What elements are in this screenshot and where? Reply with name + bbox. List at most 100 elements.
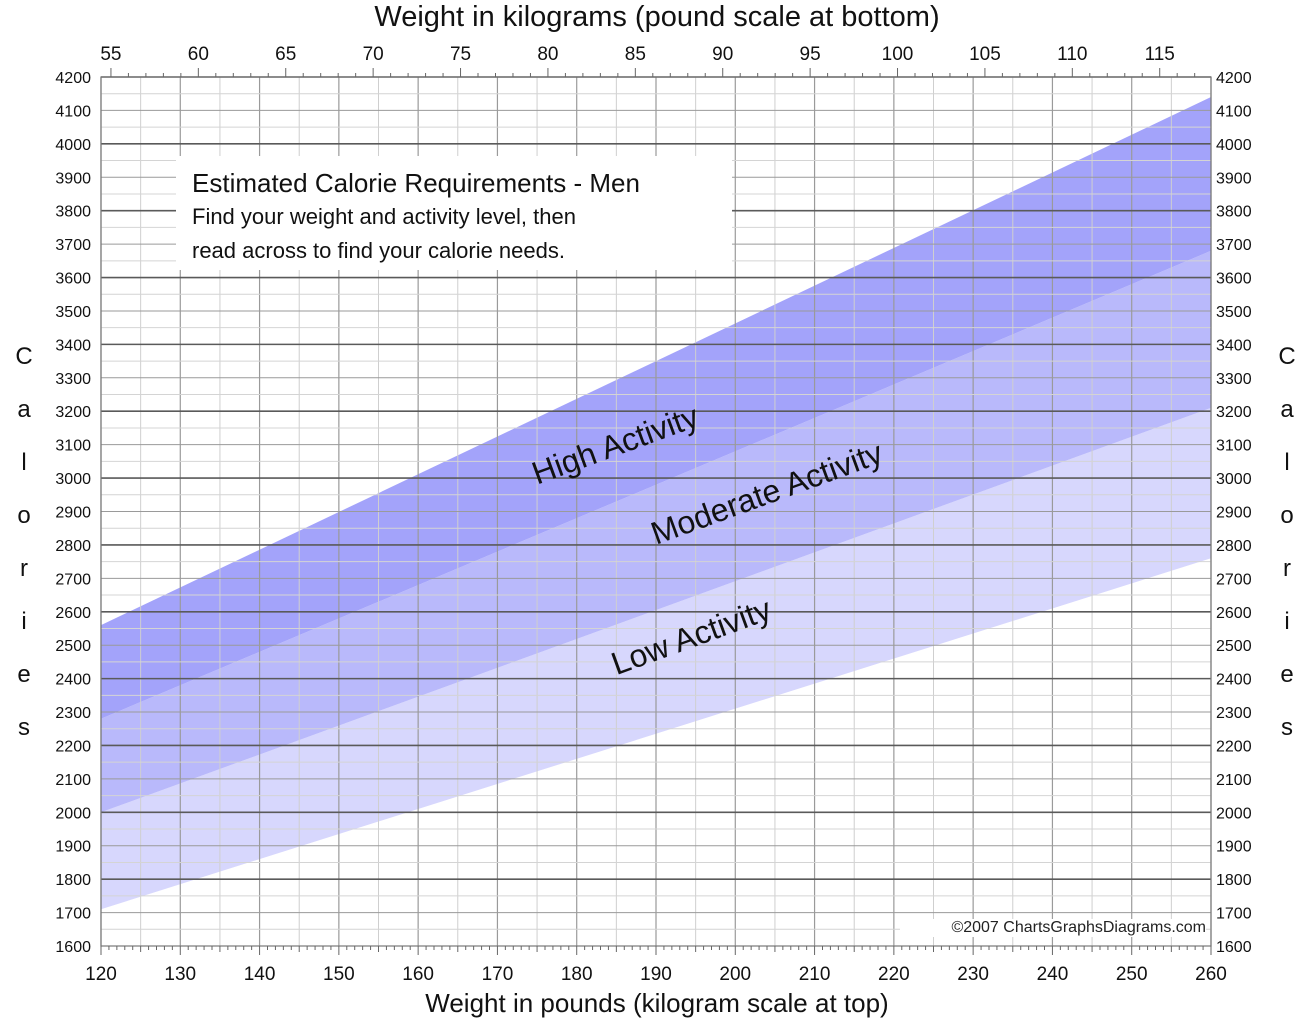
y-axis-label-letter: o — [1280, 502, 1294, 529]
y-tick-label-left: 2200 — [55, 738, 91, 755]
y-tick-label-right: 2300 — [1216, 705, 1252, 722]
x-tick-label-bottom: 170 — [482, 964, 514, 985]
y-tick-label-left: 4100 — [55, 103, 91, 120]
tick-labels: 120 130 140 150 160 170 180 190 200 210 220 230 240 2… — [55, 44, 1251, 985]
x-tick-label-top: 80 — [537, 44, 558, 65]
y-axis-label-letter: o — [17, 502, 31, 529]
y-tick-label-left: 3700 — [55, 237, 91, 254]
x-tick-label-bottom: 230 — [957, 964, 989, 985]
y-tick-label-right: 3000 — [1216, 471, 1252, 488]
y-tick-label-right: 3600 — [1216, 271, 1252, 288]
y-tick-label-left: 2800 — [55, 538, 91, 555]
y-tick-label-right: 2800 — [1216, 538, 1252, 555]
y-tick-label-left: 3200 — [55, 404, 91, 421]
y-tick-label-left: 2900 — [55, 505, 91, 522]
copyright-annotation: ©2007 ChartsGraphsDiagrams.com — [900, 919, 1206, 937]
x-tick-label-bottom: 180 — [561, 964, 593, 985]
axis-ticks — [100, 68, 1212, 955]
x-tick-label-bottom: 190 — [640, 964, 672, 985]
y-tick-label-left: 3500 — [55, 304, 91, 321]
y-tick-label-left: 2000 — [55, 805, 91, 822]
y-tick-label-left: 3100 — [55, 438, 91, 455]
bottom-axis-title: Weight in pounds (kilogram scale at top) — [425, 988, 889, 1018]
y-axis-label-letter: i — [1284, 608, 1290, 635]
calorie-chart: 120 130 140 150 160 170 180 190 200 210 220 230 240 2… — [55, 44, 1251, 985]
x-tick-label-bottom: 240 — [1037, 964, 1069, 985]
x-tick-label-top: 85 — [625, 44, 646, 65]
x-tick-label-top: 95 — [800, 44, 821, 65]
y-tick-label-right: 2000 — [1216, 805, 1252, 822]
y-tick-label-right: 3700 — [1216, 237, 1252, 254]
y-axis-label-letter: e — [1280, 661, 1294, 688]
x-tick-label-top: 75 — [450, 44, 471, 65]
chart-title: Estimated Calorie Requirements - Men — [192, 168, 640, 198]
y-tick-label-right: 2600 — [1216, 605, 1252, 622]
x-tick-label-top: 55 — [100, 44, 121, 65]
y-tick-label-right: 3400 — [1216, 337, 1252, 354]
y-tick-label-right: 1700 — [1216, 906, 1252, 923]
y-tick-label-right: 2900 — [1216, 505, 1252, 522]
y-tick-label-left: 3600 — [55, 271, 91, 288]
chart-info-box: Estimated Calorie Requirements - Men Fin… — [176, 156, 732, 270]
y-tick-label-right: 1800 — [1216, 872, 1252, 889]
y-tick-label-left: 1700 — [55, 906, 91, 923]
y-axis-label-letter: r — [1283, 555, 1291, 582]
y-tick-label-left: 1900 — [55, 839, 91, 856]
y-tick-label-left: 3000 — [55, 471, 91, 488]
y-axis-label-letter: e — [17, 661, 31, 688]
y-tick-label-left: 2700 — [55, 571, 91, 588]
y-tick-label-left: 1800 — [55, 872, 91, 889]
y-tick-label-right: 2200 — [1216, 738, 1252, 755]
y-axis-label-letter: i — [21, 608, 27, 635]
y-axis-label-letter: s — [1281, 714, 1293, 741]
x-tick-label-bottom: 220 — [878, 964, 910, 985]
top-axis-title: Weight in kilograms (pound scale at bott… — [374, 1, 940, 33]
x-tick-label-bottom: 260 — [1195, 964, 1227, 985]
x-tick-label-bottom: 120 — [85, 964, 117, 985]
y-tick-label-left: 2400 — [55, 672, 91, 689]
y-axis-label-letter: a — [17, 396, 31, 423]
y-tick-label-right: 3100 — [1216, 438, 1252, 455]
x-tick-label-top: 100 — [882, 44, 914, 65]
x-tick-label-bottom: 250 — [1116, 964, 1148, 985]
x-tick-label-top: 60 — [188, 44, 209, 65]
y-tick-label-right: 3900 — [1216, 170, 1252, 187]
x-tick-label-bottom: 160 — [402, 964, 434, 985]
y-tick-label-right: 4000 — [1216, 137, 1252, 154]
x-tick-label-top: 65 — [275, 44, 296, 65]
x-tick-label-top: 105 — [969, 44, 1001, 65]
x-tick-label-bottom: 210 — [799, 964, 831, 985]
y-axis-label-letter: a — [1280, 396, 1294, 423]
y-tick-label-left: 2100 — [55, 772, 91, 789]
y-tick-label-left: 4000 — [55, 137, 91, 154]
y-axis-label-letter: C — [1278, 343, 1296, 370]
y-tick-label-right: 2400 — [1216, 672, 1252, 689]
y-tick-label-left: 3300 — [55, 371, 91, 388]
x-tick-label-top: 110 — [1057, 44, 1087, 65]
y-tick-label-left: 2300 — [55, 705, 91, 722]
x-tick-label-bottom: 150 — [323, 964, 355, 985]
y-tick-label-right: 4200 — [1216, 70, 1252, 87]
y-tick-label-left: 3800 — [55, 204, 91, 221]
y-axis-label-letter: l — [21, 449, 27, 476]
x-tick-label-bottom: 130 — [164, 964, 196, 985]
y-tick-label-left: 4200 — [55, 70, 91, 87]
y-tick-label-right: 2100 — [1216, 772, 1252, 789]
y-tick-label-left: 1600 — [55, 939, 91, 956]
y-tick-label-right: 3200 — [1216, 404, 1252, 421]
y-tick-label-left: 2600 — [55, 605, 91, 622]
chart-subtitle-line-2: read across to find your calorie needs. — [192, 238, 565, 263]
y-tick-label-left: 3900 — [55, 170, 91, 187]
y-tick-label-right: 3300 — [1216, 371, 1252, 388]
x-tick-label-top: 70 — [363, 44, 384, 65]
y-tick-label-right: 3800 — [1216, 204, 1252, 221]
y-axis-label-letter: C — [15, 343, 33, 370]
x-tick-label-bottom: 200 — [719, 964, 751, 985]
y-tick-label-right: 2500 — [1216, 638, 1252, 655]
x-tick-label-top: 90 — [712, 44, 733, 65]
y-axis-label-letter: s — [18, 714, 30, 741]
y-axis-label-letter: r — [20, 555, 28, 582]
x-tick-label-bottom: 140 — [244, 964, 276, 985]
